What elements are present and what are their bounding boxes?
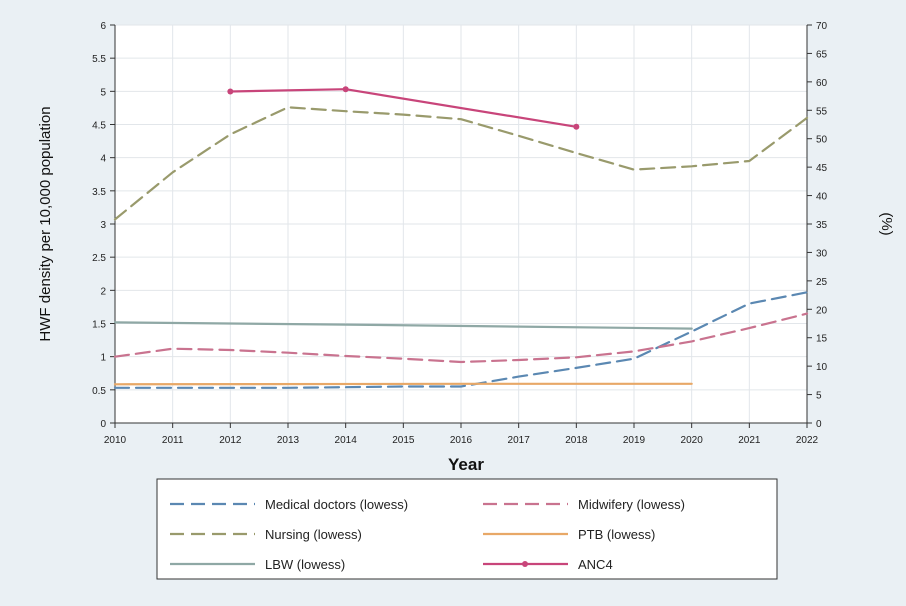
y-tick-label: 4.5 xyxy=(92,121,106,132)
series-line-2 xyxy=(113,106,809,221)
series-line-4 xyxy=(113,321,693,330)
legend-marker-5 xyxy=(522,561,528,567)
y2-tick-label: 25 xyxy=(816,277,828,288)
legend-label-0: Medical doctors (lowess) xyxy=(265,497,408,512)
y2-tick-label: 70 xyxy=(816,21,828,32)
x-tick-label: 2021 xyxy=(738,435,761,446)
x-tick-label: 2022 xyxy=(796,435,819,446)
y2-tick-label: 60 xyxy=(816,78,828,89)
x-tick-label: 2017 xyxy=(508,435,531,446)
y2-tick-label: 30 xyxy=(816,248,828,259)
y-tick-label: 3.5 xyxy=(92,187,106,198)
x-tick-label: 2020 xyxy=(681,435,704,446)
x-axis-title: Year xyxy=(448,455,484,474)
x-tick-label: 2018 xyxy=(565,435,588,446)
y2-tick-label: 40 xyxy=(816,192,828,203)
y2-tick-label: 50 xyxy=(816,135,828,146)
y2-tick-label: 35 xyxy=(816,220,828,231)
y-axis-title: HWF density per 10,000 population xyxy=(37,106,54,341)
x-tick-label: 2015 xyxy=(392,435,415,446)
y2-tick-label: 20 xyxy=(816,305,828,316)
y2-tick-label: 65 xyxy=(816,49,828,60)
y2-tick-label: 15 xyxy=(816,334,828,345)
series-line-3 xyxy=(113,382,693,386)
legend-label-3: PTB (lowess) xyxy=(578,527,655,542)
legend-box xyxy=(156,478,778,580)
y-tick-label: 0 xyxy=(100,419,106,430)
y-tick-label: 6 xyxy=(100,21,106,32)
y2-tick-label: 0 xyxy=(816,419,822,430)
series-point-5 xyxy=(573,123,580,130)
series-line-0 xyxy=(113,291,809,389)
y-tick-label: 4 xyxy=(100,154,106,165)
series-point-5 xyxy=(227,88,234,95)
legend-label-5: ANC4 xyxy=(578,557,613,572)
y-tick-label: 1 xyxy=(100,353,106,364)
y2-tick-label: 45 xyxy=(816,163,828,174)
x-tick-label: 2010 xyxy=(104,435,127,446)
y2-tick-label: 55 xyxy=(816,106,828,117)
y-tick-label: 2.5 xyxy=(92,253,106,264)
x-tick-label: 2014 xyxy=(335,435,358,446)
y2-axis-title: (%) xyxy=(878,212,895,235)
x-tick-label: 2012 xyxy=(219,435,242,446)
y-tick-label: 3 xyxy=(100,220,106,231)
y-tick-label: 2 xyxy=(100,286,106,297)
series-line-1 xyxy=(113,312,809,364)
x-tick-label: 2016 xyxy=(450,435,473,446)
y-tick-label: 1.5 xyxy=(92,320,106,331)
y2-tick-label: 10 xyxy=(816,362,828,373)
x-tick-label: 2013 xyxy=(277,435,300,446)
y-tick-label: 0.5 xyxy=(92,386,106,397)
x-tick-label: 2019 xyxy=(623,435,646,446)
legend-label-4: LBW (lowess) xyxy=(265,557,345,572)
y-tick-label: 5 xyxy=(100,87,106,98)
y-tick-label: 5.5 xyxy=(92,54,106,65)
series-point-5 xyxy=(342,86,349,93)
legend-label-1: Midwifery (lowess) xyxy=(578,497,685,512)
legend-label-2: Nursing (lowess) xyxy=(265,527,362,542)
x-tick-label: 2011 xyxy=(162,435,184,446)
y2-tick-label: 5 xyxy=(816,391,822,402)
